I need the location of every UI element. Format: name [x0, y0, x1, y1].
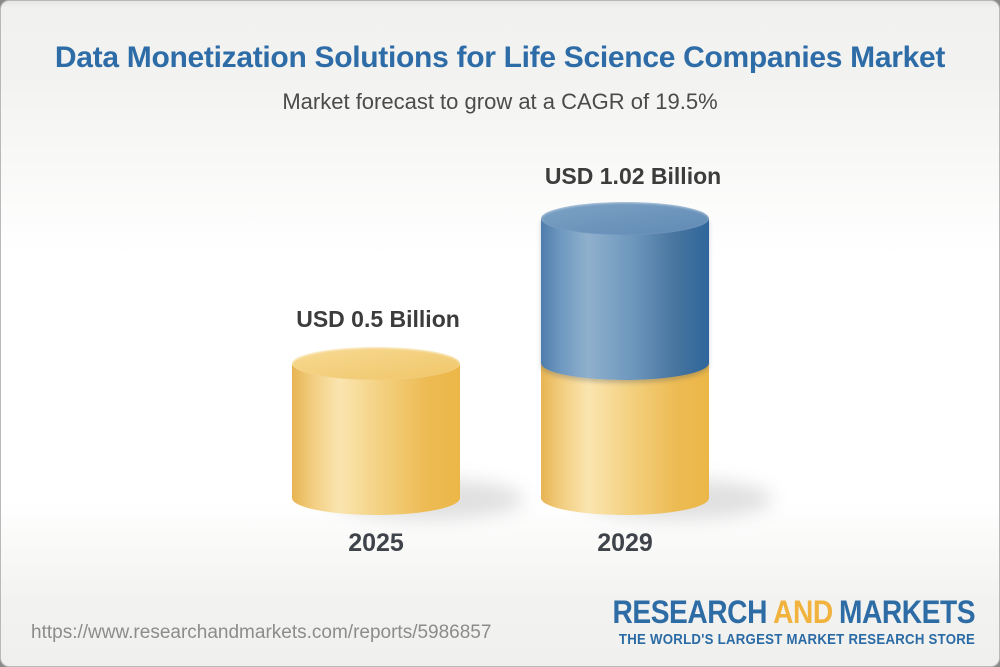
- bar-2029-growth-segment: [541, 218, 709, 380]
- research-and-markets-logo: RESEARCH AND MARKETS THE WORLD'S LARGEST M…: [563, 596, 975, 648]
- axis-label-2029: 2029: [597, 529, 653, 557]
- value-label-2029: USD 1.02 Billion: [544, 163, 722, 189]
- bar-2025-base-segment: [292, 363, 460, 515]
- page-title: Data Monetization Solutions for Life Sci…: [54, 41, 946, 74]
- bar-2025-top-cap: [292, 347, 460, 380]
- axis-label-2025: 2025: [348, 529, 404, 557]
- bar-2029-top-cap: [541, 202, 709, 235]
- logo-wordmark: RESEARCH AND MARKETS: [612, 596, 975, 628]
- page-subtitle: Market forecast to grow at a CAGR of 19.…: [282, 89, 718, 114]
- logo-word-research: RESEARCH: [612, 594, 767, 630]
- logo-tagline: THE WORLD'S LARGEST MARKET RESEARCH STOR…: [618, 631, 975, 648]
- logo-word-markets: MARKETS: [838, 594, 976, 630]
- value-label-2025: USD 0.5 Billion: [296, 306, 460, 332]
- report-url-link[interactable]: https://www.researchandmarkets.com/repor…: [31, 622, 492, 643]
- bar-2029-base-segment: [541, 363, 709, 515]
- logo-word-and: AND: [772, 594, 833, 630]
